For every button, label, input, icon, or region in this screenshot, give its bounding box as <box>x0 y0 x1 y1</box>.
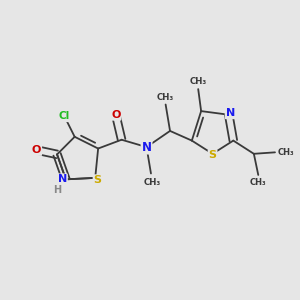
Text: O: O <box>111 110 120 120</box>
Text: N: N <box>226 108 235 118</box>
Text: CH₃: CH₃ <box>250 178 267 187</box>
Text: CH₃: CH₃ <box>157 93 174 102</box>
Text: N: N <box>142 141 152 154</box>
Text: S: S <box>94 175 102 185</box>
Text: S: S <box>208 150 217 160</box>
Text: N: N <box>58 174 67 184</box>
Text: CH₃: CH₃ <box>144 178 161 187</box>
Text: CH₃: CH₃ <box>190 77 207 86</box>
Text: O: O <box>32 145 41 155</box>
Text: Cl: Cl <box>59 111 70 121</box>
Text: CH₃: CH₃ <box>277 148 294 157</box>
Text: H: H <box>54 185 62 196</box>
